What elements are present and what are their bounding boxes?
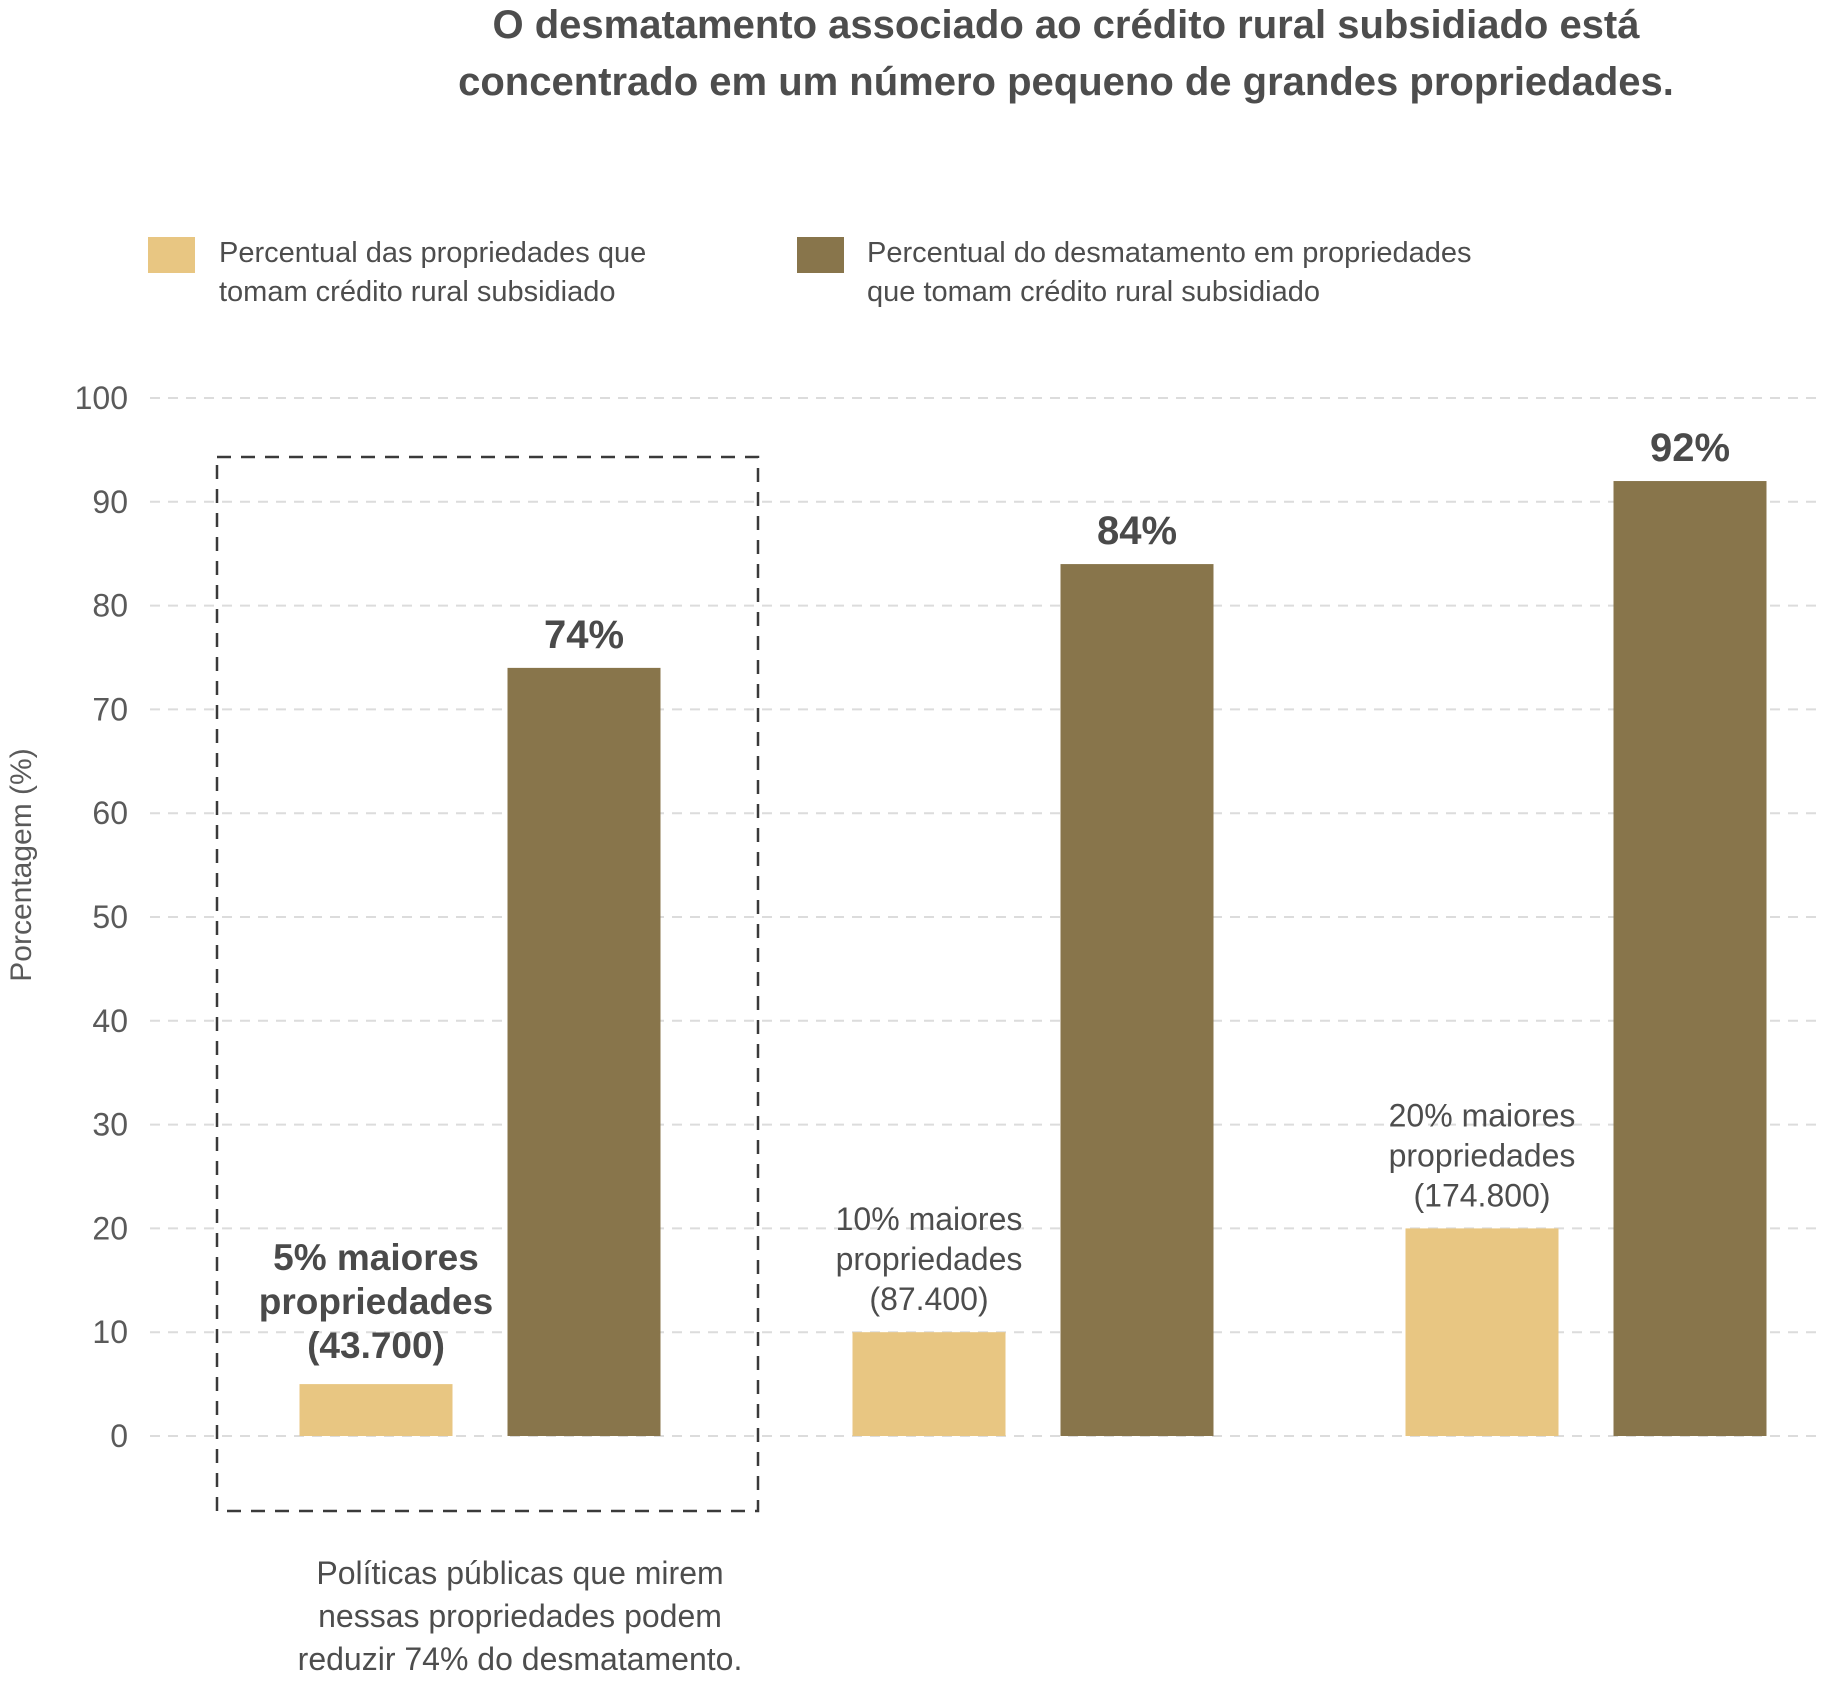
y-axis-label: Porcentagem (%) bbox=[5, 748, 38, 981]
category-label-2-line-3: (87.400) bbox=[869, 1281, 988, 1317]
annotation-line-2: nessas propriedades podem bbox=[318, 1598, 722, 1634]
legend-label-properties-line-2: tomam crédito rural subsidiado bbox=[219, 276, 616, 308]
category-label-2-line-1: 10% maiores bbox=[836, 1201, 1023, 1237]
legend-swatch-properties bbox=[148, 237, 195, 273]
category-label-1-line-3: (43.700) bbox=[307, 1325, 445, 1366]
y-tick-label-30: 30 bbox=[92, 1107, 128, 1143]
annotation-line-3: reduzir 74% do desmatamento. bbox=[298, 1641, 743, 1677]
bar-series2-cat3 bbox=[1613, 481, 1767, 1436]
bars bbox=[299, 481, 1767, 1436]
legend-label-properties-line-1: Percentual das propriedades que bbox=[219, 237, 646, 269]
y-tick-label-40: 40 bbox=[92, 1003, 128, 1039]
y-tick-label-100: 100 bbox=[75, 380, 128, 416]
y-tick-label-90: 90 bbox=[92, 484, 128, 520]
legend-swatch-deforestation bbox=[797, 237, 844, 273]
bar-series1-cat3 bbox=[1405, 1228, 1559, 1436]
y-tick-label-60: 60 bbox=[92, 795, 128, 831]
category-label-2-line-2: propriedades bbox=[836, 1241, 1023, 1277]
category-label-3-line-2: propriedades bbox=[1389, 1137, 1576, 1173]
value-label-cat1: 74% bbox=[544, 613, 624, 657]
highlight-box bbox=[215, 455, 760, 1513]
category-label-1-line-1: 5% maiores bbox=[273, 1237, 479, 1278]
value-labels: 74% 84% 92% bbox=[544, 426, 1730, 657]
y-axis-ticks: 0 10 20 30 40 50 60 70 80 90 100 bbox=[75, 380, 128, 1454]
bar-series1-cat2 bbox=[852, 1332, 1006, 1436]
legend-label-deforestation-line-2: que tomam crédito rural subsidiado bbox=[867, 276, 1320, 308]
legend: Percentual das propriedades que tomam cr… bbox=[148, 237, 1472, 308]
gridlines bbox=[150, 397, 1821, 1437]
y-tick-label-70: 70 bbox=[92, 691, 128, 727]
annotation-note: Políticas públicas que mirem nessas prop… bbox=[298, 1555, 743, 1677]
chart-title-line-2: concentrado em um número pequeno de gran… bbox=[458, 60, 1674, 104]
category-label-1-line-2: propriedades bbox=[259, 1281, 493, 1322]
y-tick-label-80: 80 bbox=[92, 588, 128, 624]
chart-title-line-1: O desmatamento associado ao crédito rura… bbox=[492, 3, 1640, 47]
bar-series2-cat1 bbox=[507, 667, 661, 1436]
y-tick-label-20: 20 bbox=[92, 1210, 128, 1246]
category-label-3-line-3: (174.800) bbox=[1414, 1177, 1551, 1213]
value-label-cat2: 84% bbox=[1097, 509, 1177, 553]
y-tick-label-10: 10 bbox=[92, 1314, 128, 1350]
value-label-cat3: 92% bbox=[1650, 426, 1730, 470]
bar-series2-cat2 bbox=[1060, 564, 1214, 1436]
annotation-line-1: Políticas públicas que mirem bbox=[316, 1555, 723, 1591]
y-tick-label-0: 0 bbox=[110, 1418, 128, 1454]
y-tick-label-50: 50 bbox=[92, 899, 128, 935]
legend-label-deforestation-line-1: Percentual do desmatamento em propriedad… bbox=[867, 237, 1472, 269]
bar-series1-cat1 bbox=[299, 1384, 453, 1436]
category-label-3-line-1: 20% maiores bbox=[1389, 1097, 1576, 1133]
